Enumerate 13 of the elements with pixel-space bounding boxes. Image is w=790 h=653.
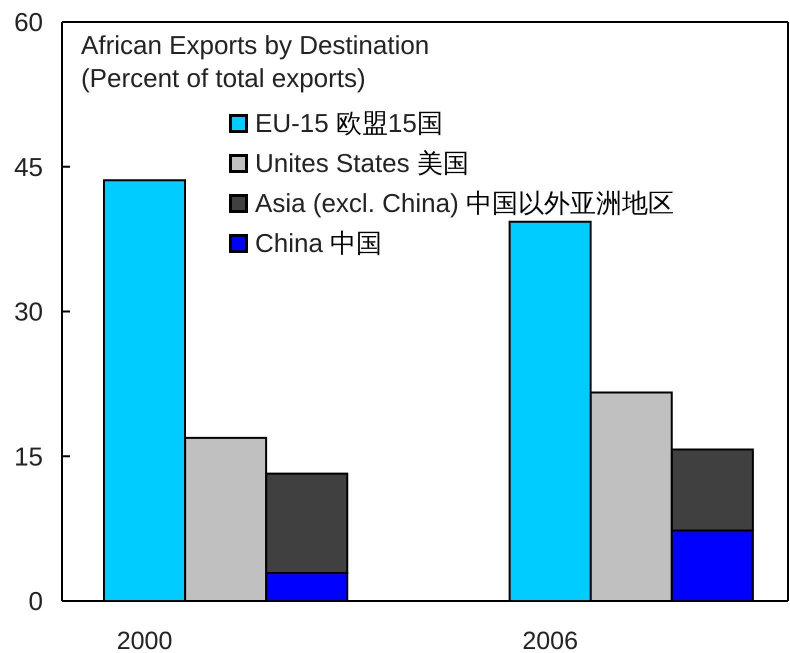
- text: (Percent of total exports): [81, 63, 366, 93]
- y-tick-label: 60: [14, 7, 43, 38]
- x-tick-label: 2006: [522, 626, 578, 653]
- legend-label: EU-15 欧盟15国: [255, 108, 443, 138]
- y-tick-label: 15: [14, 441, 43, 472]
- x-tick-label: 2000: [116, 626, 172, 653]
- y-tick-label: 0: [28, 586, 43, 616]
- legend-label: Unites States 美国: [255, 148, 469, 178]
- y-tick-label: 30: [14, 296, 43, 327]
- legend-label: Asia (excl. China) 中国以外亚洲地区: [255, 188, 674, 218]
- y-tick-label: 45: [14, 152, 43, 182]
- legend-label: China 中国: [255, 228, 382, 258]
- chart-title: African Exports by Destination: [81, 30, 430, 60]
